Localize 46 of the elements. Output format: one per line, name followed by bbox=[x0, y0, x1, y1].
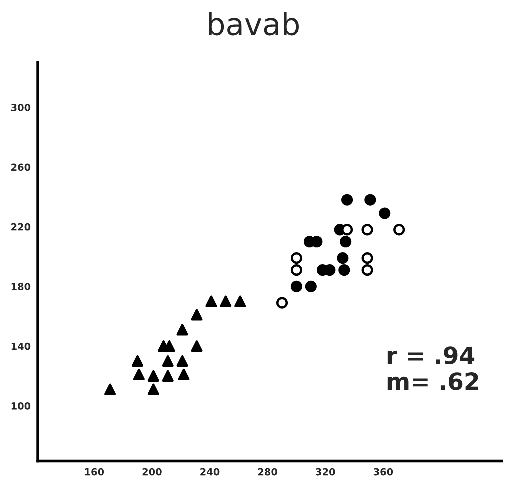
y-tick-label: 180 bbox=[12, 283, 31, 290]
point bbox=[379, 208, 391, 220]
point bbox=[364, 194, 376, 206]
point bbox=[178, 368, 190, 380]
point bbox=[290, 264, 302, 276]
point bbox=[132, 356, 144, 368]
point bbox=[362, 264, 374, 276]
y-tick-label: 300 bbox=[11, 104, 31, 112]
point bbox=[290, 252, 302, 264]
annotation: r = .94 bbox=[388, 346, 475, 365]
x-tick-label: 320 bbox=[316, 468, 336, 476]
y-tick-label: 260 bbox=[12, 164, 31, 172]
point bbox=[340, 236, 352, 248]
x-tick-label: 160 bbox=[85, 468, 104, 476]
point bbox=[234, 296, 246, 308]
point bbox=[394, 224, 406, 236]
chart-title: bavab bbox=[209, 12, 299, 36]
point bbox=[206, 296, 218, 308]
point bbox=[305, 280, 317, 292]
point bbox=[191, 309, 203, 321]
point bbox=[164, 340, 176, 352]
y-tick-label: 220 bbox=[12, 223, 31, 231]
point bbox=[220, 296, 232, 308]
point bbox=[162, 356, 174, 368]
point bbox=[104, 384, 116, 396]
x-tick-label: 360 bbox=[374, 468, 394, 476]
point bbox=[191, 340, 203, 352]
y-tick-label: 140 bbox=[12, 342, 31, 350]
point bbox=[148, 370, 160, 382]
point bbox=[338, 264, 350, 276]
y-tick-label: 100 bbox=[12, 402, 31, 410]
x-tick-label: 280 bbox=[258, 468, 278, 476]
x-tick-label: 200 bbox=[142, 468, 162, 476]
point bbox=[362, 252, 374, 264]
point bbox=[176, 324, 188, 336]
point bbox=[362, 224, 374, 236]
point bbox=[133, 368, 145, 380]
point bbox=[148, 384, 160, 396]
point bbox=[276, 297, 288, 309]
point bbox=[290, 280, 302, 292]
point bbox=[176, 356, 188, 368]
point bbox=[162, 370, 174, 382]
x-tick-label: 240 bbox=[200, 468, 220, 476]
point bbox=[342, 194, 354, 206]
annotation: m= .62 bbox=[388, 372, 478, 390]
point bbox=[337, 252, 349, 264]
